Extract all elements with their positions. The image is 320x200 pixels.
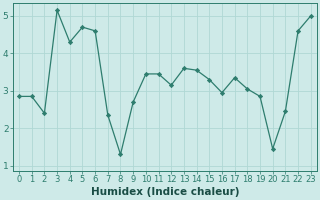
X-axis label: Humidex (Indice chaleur): Humidex (Indice chaleur) xyxy=(91,187,239,197)
